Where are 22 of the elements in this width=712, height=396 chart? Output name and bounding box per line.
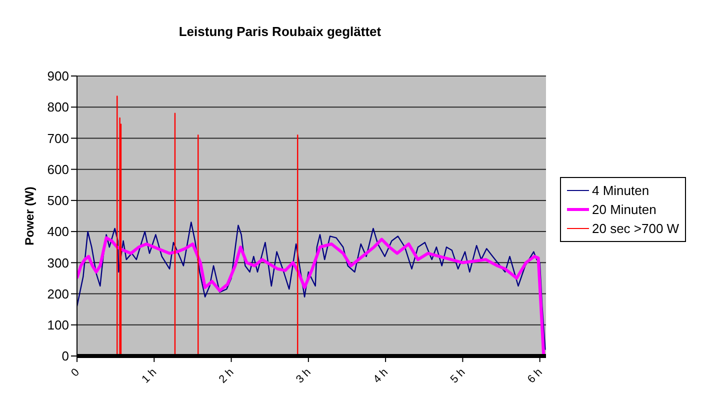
x-tick-label: 4 h — [371, 366, 390, 386]
x-tick-label: 6 h — [525, 366, 545, 386]
x-tick-label: 5 h — [448, 366, 468, 386]
x-tick-label: 3 h — [294, 366, 314, 386]
y-tick-label: 600 — [47, 162, 69, 177]
y-tick-label: 900 — [47, 68, 69, 84]
chart-title: Leistung Paris Roubaix geglättet — [178, 24, 382, 39]
y-tick-label: 0 — [62, 348, 69, 364]
legend-label: 4 Minuten — [592, 182, 650, 200]
y-tick-label: 500 — [47, 193, 69, 208]
y-tick-label: 200 — [47, 286, 69, 302]
legend-label: 20 Minuten — [592, 201, 656, 219]
y-tick-label: 800 — [47, 100, 69, 115]
x-tick-label: 0 — [69, 366, 82, 380]
legend-label: 20 sec >700 W — [592, 220, 680, 238]
y-tick-label: 300 — [47, 255, 69, 270]
x-tick-label: 1 h — [140, 366, 160, 386]
y-tick-label: 400 — [47, 224, 69, 240]
y-tick-label: 100 — [47, 318, 69, 333]
y-tick-label: 700 — [47, 130, 69, 146]
y-axis-title: Power (W) — [22, 186, 36, 246]
x-tick-label: 2 h — [216, 366, 236, 386]
